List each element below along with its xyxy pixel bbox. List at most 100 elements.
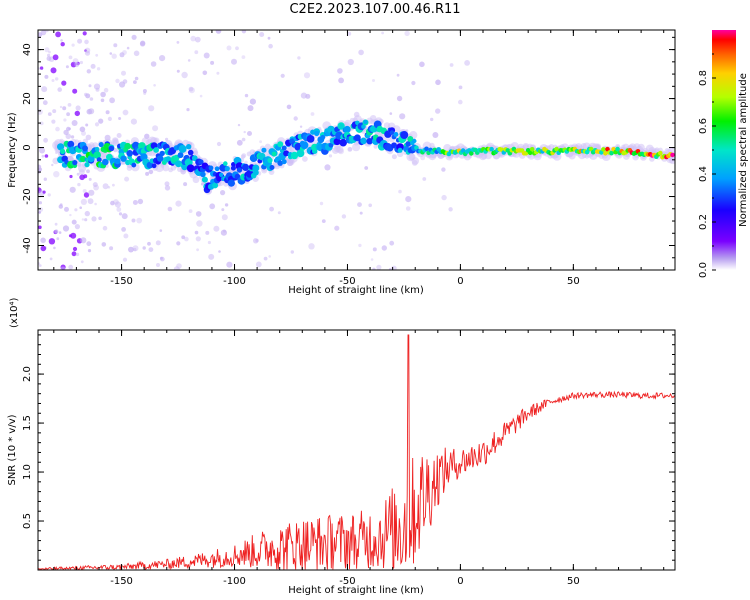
spectrogram-ridge-point [242, 163, 250, 171]
spectrogram-noise-point [202, 70, 208, 76]
spectrogram-noise-point [441, 167, 446, 172]
spectrogram-noise-point [38, 225, 42, 230]
spectrogram-noise-point [51, 79, 55, 82]
spectrogram-ridge-point [397, 147, 403, 153]
spectrogram-noise-point [88, 189, 95, 196]
spectrogram-noise-point [183, 182, 188, 187]
spectrogram-noise-point [95, 53, 99, 57]
spectrogram-noise-point [83, 192, 90, 198]
snr-xtick-label: 50 [567, 576, 580, 587]
spectrogram-ridge-point [320, 134, 326, 140]
spectrogram-noise-point [53, 171, 60, 178]
spectrogram-noise-point [48, 238, 56, 245]
spectrogram-noise-point [39, 121, 44, 126]
spectrogram-noise-point [213, 225, 220, 232]
spectrogram-noise-point [84, 39, 89, 45]
spectrogram-noise-point [72, 246, 78, 252]
spectrogram-noise-point [94, 122, 100, 127]
spectrogram-ridge-point [529, 147, 535, 152]
spectrogram-ridge-point [363, 119, 368, 125]
spectrogram-noise-point [57, 87, 62, 92]
snr-ytick-label: 0.5 [22, 513, 33, 529]
spectrogram-noise-point [196, 220, 203, 227]
spectrogram-noise-point [85, 93, 91, 99]
spectrogram-ridge-point [554, 146, 559, 152]
spectrogram-noise-point [70, 232, 77, 239]
spectrogram-noise-point [156, 263, 160, 267]
spectrogram-noise-point [147, 241, 151, 246]
spectrogram-noise-point [62, 106, 67, 111]
spectrogram-noise-point [224, 203, 229, 207]
spectrogram-ridge-point [201, 176, 208, 183]
spectrogram-noise-point [58, 204, 63, 209]
spectrogram-noise-point [419, 61, 425, 68]
spectrogram-noise-point [269, 206, 274, 212]
spectrogram-noise-point [82, 189, 87, 193]
spectrogram-noise-point [74, 110, 81, 117]
spectrogram-ridge-point [338, 123, 344, 130]
spectrogram-noise-point [221, 214, 228, 221]
spectrogram-ridge-point [296, 149, 305, 158]
spectrogram-noise-point [137, 198, 144, 205]
spectrogram-noise-point [79, 126, 86, 133]
spectrogram-noise-point [263, 256, 268, 261]
spectrogram-noise-point [297, 56, 301, 60]
spectrogram-noise-point [86, 108, 93, 115]
spectrogram-ridge-point [102, 158, 109, 166]
spectrogram-noise-point [142, 246, 146, 250]
spectrogram-noise-point [194, 230, 199, 235]
spectrogram-noise-point [142, 89, 147, 93]
spectrogram-halo-point [126, 165, 133, 171]
spectrogram-marks [38, 30, 675, 270]
spectrogram-noise-point [43, 137, 48, 143]
spectrogram-noise-point [98, 118, 104, 124]
spectrogram-xtick-label: 50 [567, 276, 580, 287]
spectrogram-noise-point [100, 98, 105, 103]
spectrogram-noise-point [310, 112, 315, 116]
spectrogram-noise-point [334, 225, 340, 231]
spectrogram-noise-point [255, 261, 262, 268]
spectrogram-noise-point [203, 52, 210, 59]
spectrogram-noise-point [341, 214, 347, 219]
spectrogram-noise-point [195, 211, 202, 217]
spectrogram-halo-point [74, 139, 79, 144]
spectrogram-ridge-point [277, 141, 284, 148]
spectrogram-noise-point [40, 237, 46, 244]
spectrogram-noise-point [319, 201, 324, 206]
spectrogram-noise-point [215, 30, 222, 34]
spectrogram-ridge-point [156, 155, 164, 162]
spectrogram-noise-point [405, 196, 412, 203]
spectrogram-noise-point [85, 123, 89, 127]
spectrogram-ridge-point [159, 150, 165, 157]
spectrogram-noise-point [51, 163, 54, 167]
spectrogram-ridge-point [393, 132, 399, 137]
spectrogram-ridge-point [230, 165, 236, 171]
spectrogram-noise-point [87, 249, 92, 253]
spectrogram-noise-point [194, 50, 199, 55]
spectrogram-ridge-point [460, 148, 466, 153]
spectrogram-ridge-point [281, 159, 287, 165]
spectrogram-noise-point [66, 126, 71, 132]
spectrogram-noise-point [67, 103, 72, 107]
spectrogram-noise-point [86, 169, 90, 174]
spectrogram-ridge-point [281, 145, 287, 151]
spectrogram-noise-point [69, 186, 76, 193]
snr-ylabel: SNR (10 * v/v) [7, 414, 18, 485]
spectrogram-noise-point [38, 167, 43, 172]
spectrogram-noise-point [226, 45, 232, 51]
spectrogram-ridge-point [314, 130, 320, 137]
spectrogram-ridge-point [151, 163, 157, 169]
spectrogram-noise-point [155, 240, 161, 246]
spectrogram-ridge-point [184, 158, 193, 167]
spectrogram-ridge-point [82, 145, 88, 152]
snr-xtick-label: -150 [110, 576, 133, 587]
colorbar: 0.0 0.2 0.4 0.6 0.8 Normalized spectral ampl… [698, 30, 749, 278]
spectrogram-ridge-point [414, 145, 419, 150]
spectrogram-noise-point [79, 174, 85, 181]
spectrogram-noise-point [372, 247, 377, 252]
spectrogram-noise-point [338, 77, 344, 84]
colorbar-tick-label: 0.6 [698, 118, 709, 134]
spectrogram-noise-point [41, 154, 45, 158]
spectrogram-noise-point [398, 189, 402, 194]
spectrogram-noise-point [324, 164, 331, 171]
